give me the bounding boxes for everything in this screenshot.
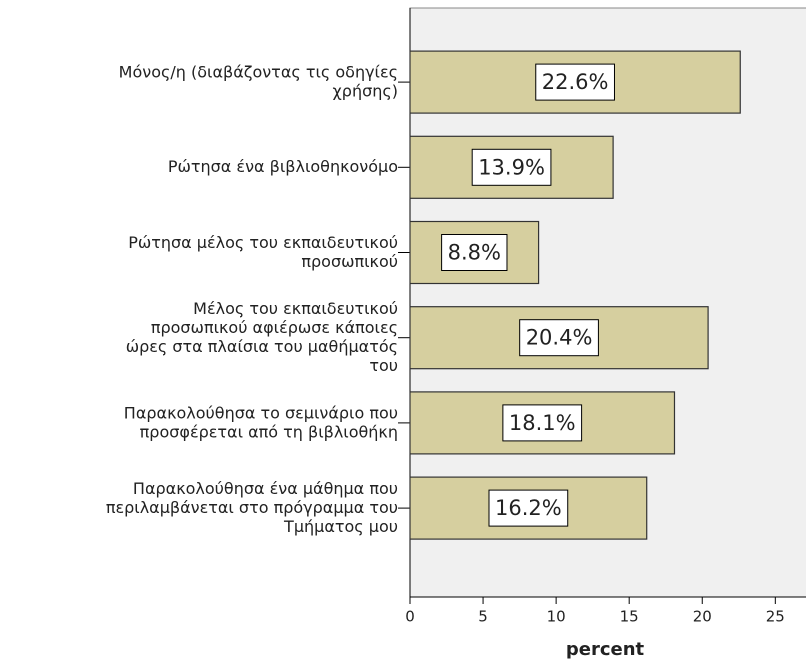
- value-label: 22.6%: [542, 70, 609, 94]
- value-label-box: [535, 63, 615, 101]
- value-label: 18.1%: [509, 411, 576, 435]
- value-label-box: [441, 234, 508, 271]
- value-label: 8.8%: [448, 241, 501, 265]
- y-tick-label: Ρώτησα μέλος του εκπαιδευτικού προσωπικού: [128, 233, 398, 271]
- value-label-box: [502, 404, 583, 442]
- y-tick-label: Ρώτησα ένα βιβλιοθηκονόμο: [168, 157, 398, 176]
- x-tick-label: 15: [620, 608, 639, 626]
- x-tick-label: 25: [766, 608, 785, 626]
- x-tick-label: 0: [405, 608, 415, 626]
- value-label-box: [519, 319, 599, 357]
- value-label: 13.9%: [478, 155, 545, 179]
- x-tick-label: 10: [547, 608, 566, 626]
- x-tick-label: 20: [693, 608, 712, 626]
- y-tick-label: Παρακολούθησα ένα μάθημα που περιλαμβάνετ…: [106, 479, 398, 536]
- value-label: 16.2%: [495, 496, 562, 520]
- value-label: 20.4%: [526, 326, 593, 350]
- x-tick-label: 5: [478, 608, 488, 626]
- y-tick-label: Μόνος/η (διαβάζοντας τις οδηγίες χρήσης): [119, 62, 398, 100]
- y-tick-label: Παρακολούθησα το σεμινάριο που προσφέρετα…: [124, 403, 398, 441]
- y-tick-label: Μέλος του εκπαιδευτικού προσωπικού αφιέρω…: [126, 299, 398, 375]
- value-label-box: [471, 148, 552, 186]
- value-label-box: [488, 489, 569, 527]
- x-axis-label: percent: [566, 639, 645, 660]
